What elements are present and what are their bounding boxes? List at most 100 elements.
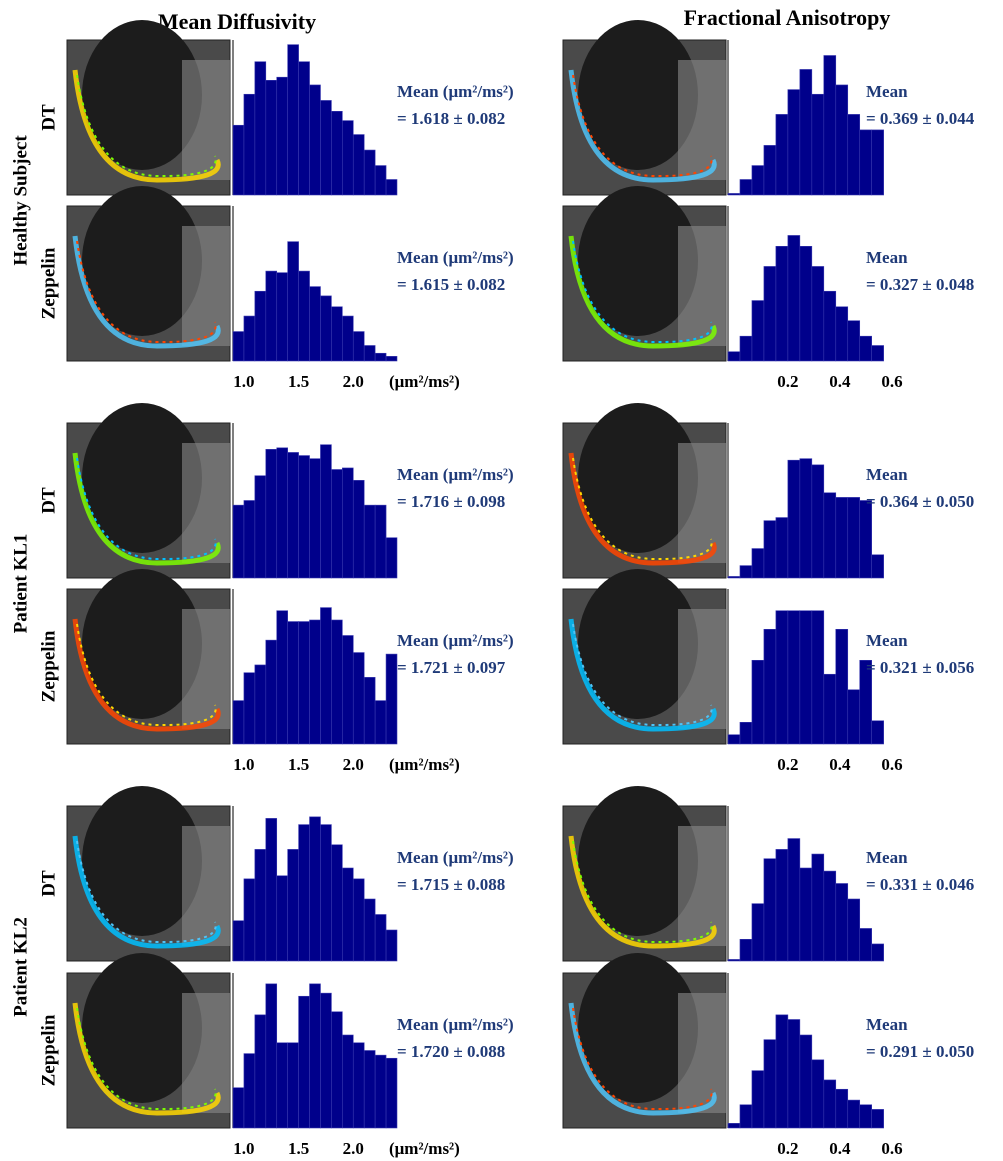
bar [276,1042,288,1129]
bar [320,100,332,196]
bar [799,246,813,362]
tissue [182,609,230,729]
x-tick-label: 0.2 [777,372,798,391]
bar [298,824,310,962]
bar [763,145,777,196]
annotation: Mean [866,1015,908,1034]
bar [823,870,837,962]
bar [763,520,777,579]
bar [871,554,884,579]
annotation: Mean [866,82,908,101]
bar [342,120,354,196]
bar [847,898,861,962]
bar [739,721,753,745]
bar [763,858,777,962]
bone [578,786,698,936]
row-label: Zeppelin [38,1014,59,1086]
tissue [182,60,230,180]
bar [320,992,332,1129]
tissue [182,226,230,346]
bone [578,403,698,553]
x-tick-label: 1.5 [288,755,309,774]
bar [871,345,884,362]
tissue [182,993,230,1113]
bar [374,914,387,962]
x-tick-label: 1.5 [288,372,309,391]
bar [823,492,837,579]
group-label: Patient KL2 [10,917,31,1017]
tissue [678,609,726,729]
annotation: Mean [866,631,908,650]
bar [342,315,354,362]
cartilage [568,618,717,732]
bar [363,149,376,196]
cartilage [72,235,221,349]
bar [835,883,849,962]
bar [232,920,245,962]
cartilage [568,452,717,566]
bar [775,610,789,745]
x-tick-label: 0.4 [829,755,851,774]
bar [835,84,849,196]
x-tick-label: 0.2 [777,1139,798,1158]
bar [254,475,267,579]
bar [232,1087,245,1129]
bar [847,320,861,362]
bar [385,537,398,579]
bar [276,610,288,745]
x-tick-label: 1.0 [233,755,254,774]
bar [287,849,299,962]
bar [385,929,398,962]
bar [871,943,884,962]
annotation: Mean (μm²/ms²) [397,465,514,484]
x-tick-label: 0.6 [881,755,902,774]
bar [243,878,256,962]
tissue [678,226,726,346]
bar [232,504,245,579]
annotation: = 0.369 ± 0.044 [866,109,975,128]
bone [82,786,202,936]
annotation: = 1.618 ± 0.082 [397,109,505,128]
group-label: Patient KL1 [10,534,31,634]
bar [298,270,310,362]
bone [578,953,698,1103]
bar [287,241,299,362]
bar [823,673,837,745]
bar [374,352,387,362]
bar [309,458,321,579]
bar [871,1109,884,1129]
bar [775,246,789,362]
bar [739,1104,753,1129]
bar [352,1042,365,1129]
bar [811,853,825,962]
bar [739,565,753,579]
bar [232,700,245,745]
bar [727,1123,741,1129]
annotation: = 0.331 ± 0.046 [866,875,974,894]
bar [374,700,387,745]
bar [232,331,245,362]
bar [363,1050,376,1129]
bar [363,504,376,579]
cartilage [72,835,221,949]
bar [298,455,310,579]
bar [763,266,777,362]
bar [265,80,278,196]
bar [787,89,801,196]
bone [82,20,202,170]
annotation: = 1.716 ± 0.098 [397,492,505,511]
bar [352,331,365,362]
annotation: = 1.720 ± 0.088 [397,1042,505,1061]
bar [298,61,310,196]
bar [287,452,299,579]
bar [287,621,299,745]
bar [751,165,765,196]
bar [363,677,376,745]
bar [835,628,849,745]
bar [254,849,267,962]
bar [727,734,741,745]
column-title: Mean Diffusivity [158,9,316,34]
bar [727,576,741,579]
group-label: Healthy Subject [10,135,31,266]
